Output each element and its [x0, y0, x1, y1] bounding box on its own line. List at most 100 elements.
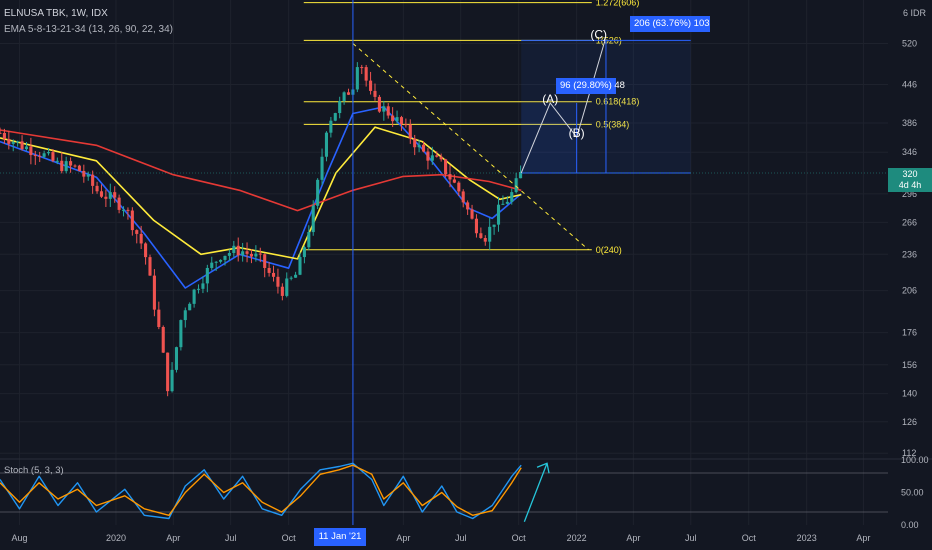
candle-body — [280, 286, 284, 296]
candle-body — [386, 106, 390, 116]
candle-body — [466, 202, 470, 210]
candle-body — [201, 283, 205, 289]
time-tick-label: Apr — [856, 533, 870, 543]
candle-body — [479, 233, 483, 238]
candle-body — [382, 106, 386, 112]
candle-body — [320, 156, 324, 180]
time-tick-label: Aug — [12, 533, 28, 543]
candle-body — [16, 141, 20, 143]
candle-body — [302, 247, 306, 258]
time-tick-label: 2022 — [567, 533, 587, 543]
candle-body — [298, 257, 302, 275]
candle-body — [496, 204, 501, 225]
candle-body — [152, 275, 156, 310]
candle-body — [461, 191, 465, 203]
candle-body — [430, 155, 434, 161]
measure-lower-box — [521, 103, 577, 174]
candle-body — [42, 153, 46, 157]
candle-body — [192, 289, 196, 304]
candle-body — [245, 251, 249, 254]
drawings[interactable]: (A) (B) (C) — [0, 0, 888, 525]
price-tick-label: 156 — [902, 360, 917, 370]
candle-body — [11, 141, 15, 144]
candle-body — [99, 191, 104, 197]
candle-body — [342, 92, 346, 101]
stoch-tick-label: 0.00 — [901, 520, 919, 530]
candle-body — [241, 251, 245, 256]
candle-body — [121, 209, 126, 211]
stoch-line-d — [0, 464, 522, 516]
cursor-date-badge: 11 Jan '21 — [314, 528, 366, 546]
fib-level-label: 0(240) — [596, 245, 622, 255]
candle-body — [470, 209, 474, 219]
candle-body — [113, 192, 117, 198]
candle-body — [483, 237, 487, 242]
candle-body — [448, 174, 452, 180]
last-price-badge: 320 4d 4h — [888, 168, 932, 192]
candle-body — [324, 132, 329, 157]
candle-body — [174, 347, 179, 370]
candle-body — [457, 182, 461, 192]
candle-body — [501, 203, 505, 205]
fib-level-label: 0.618(418) — [596, 97, 640, 107]
time-tick-label: Jul — [225, 533, 237, 543]
candle-body — [69, 161, 73, 166]
candle-body — [413, 138, 417, 148]
time-tick-label: Oct — [742, 533, 757, 543]
candle-body — [399, 117, 404, 125]
candle-body — [20, 141, 24, 150]
candle-body — [346, 92, 351, 95]
candle-body — [364, 67, 368, 81]
measure-label-upper: 206 (63.76%) 103 — [630, 16, 710, 32]
candle-body — [188, 303, 192, 311]
candle-body — [510, 192, 514, 202]
candle-body — [307, 232, 311, 248]
candle-body — [2, 132, 6, 139]
candle-body — [276, 276, 280, 287]
candle-body — [86, 174, 90, 177]
candle-body — [254, 253, 258, 257]
candle-body — [148, 257, 152, 276]
candle-body — [77, 165, 81, 171]
candle-body — [104, 196, 108, 199]
candle-body — [514, 178, 518, 193]
currency-label: 6 IDR — [903, 8, 926, 18]
candle-body — [426, 151, 430, 161]
candle-body — [417, 144, 421, 148]
candle-body — [139, 233, 143, 244]
candle-body — [439, 156, 443, 160]
candle-body — [258, 253, 262, 255]
fib-level-label: 0.5(384) — [596, 119, 630, 129]
price-tick-label: 112 — [902, 448, 916, 458]
fib-level-label: 1.272(606) — [596, 0, 640, 8]
time-tick-label: Apr — [396, 533, 410, 543]
symbol-title: ELNUSA TBK, 1W, IDX — [4, 8, 108, 19]
candle-body — [435, 155, 439, 157]
ema-line-26 — [0, 126, 522, 260]
candle-body — [232, 245, 236, 254]
candle-body — [316, 179, 320, 206]
candle-body — [117, 197, 121, 210]
candle-body — [95, 185, 99, 192]
candle-body — [0, 132, 2, 134]
candle-body — [263, 254, 267, 268]
candle-body — [421, 144, 426, 152]
price-axis-top-label: 6 — [903, 8, 909, 18]
wave-label: (B) — [569, 126, 585, 140]
candle-body — [223, 255, 227, 260]
candle-body — [377, 96, 381, 112]
candle-body — [488, 226, 492, 242]
price-tick-label: 266 — [902, 217, 917, 227]
time-tick-label: Jul — [685, 533, 697, 543]
candle-body — [210, 262, 214, 268]
candle-body — [360, 67, 364, 69]
candle-body — [73, 165, 77, 167]
wave-label: (A) — [542, 92, 558, 106]
stoch-arrow-head — [536, 462, 550, 474]
candle-body — [373, 90, 377, 97]
stoch-legend: Stoch (5, 3, 3) — [4, 465, 64, 476]
candle-body — [227, 253, 231, 256]
candle-body — [179, 320, 183, 348]
price-tick-label: 386 — [902, 118, 917, 128]
